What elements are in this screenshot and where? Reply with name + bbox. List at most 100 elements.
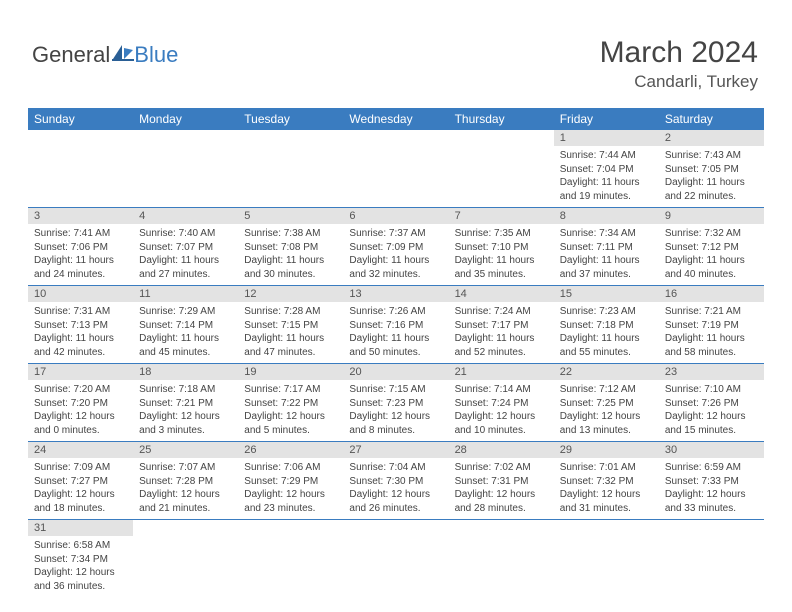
calendar-cell: [28, 130, 133, 208]
day-number: 17: [28, 364, 133, 380]
logo: General Blue: [32, 42, 178, 68]
day-number: 20: [343, 364, 448, 380]
calendar-cell: [659, 520, 764, 598]
day-details: Sunrise: 7:29 AMSunset: 7:14 PMDaylight:…: [133, 302, 238, 363]
day-details: Sunrise: 7:07 AMSunset: 7:28 PMDaylight:…: [133, 458, 238, 519]
calendar-row: 3Sunrise: 7:41 AMSunset: 7:06 PMDaylight…: [28, 208, 764, 286]
day-details: Sunrise: 7:41 AMSunset: 7:06 PMDaylight:…: [28, 224, 133, 285]
day-number: 25: [133, 442, 238, 458]
calendar-cell: 31Sunrise: 6:58 AMSunset: 7:34 PMDayligh…: [28, 520, 133, 598]
day-details: Sunrise: 7:17 AMSunset: 7:22 PMDaylight:…: [238, 380, 343, 441]
calendar-cell: 1Sunrise: 7:44 AMSunset: 7:04 PMDaylight…: [554, 130, 659, 208]
calendar-cell: 17Sunrise: 7:20 AMSunset: 7:20 PMDayligh…: [28, 364, 133, 442]
calendar-cell: 16Sunrise: 7:21 AMSunset: 7:19 PMDayligh…: [659, 286, 764, 364]
day-number: 5: [238, 208, 343, 224]
calendar-cell: 11Sunrise: 7:29 AMSunset: 7:14 PMDayligh…: [133, 286, 238, 364]
calendar-cell: [238, 520, 343, 598]
calendar-cell: 6Sunrise: 7:37 AMSunset: 7:09 PMDaylight…: [343, 208, 448, 286]
calendar-cell: 7Sunrise: 7:35 AMSunset: 7:10 PMDaylight…: [449, 208, 554, 286]
weekday-header-row: Sunday Monday Tuesday Wednesday Thursday…: [28, 108, 764, 130]
calendar-cell: 25Sunrise: 7:07 AMSunset: 7:28 PMDayligh…: [133, 442, 238, 520]
day-number: 26: [238, 442, 343, 458]
day-details: Sunrise: 7:02 AMSunset: 7:31 PMDaylight:…: [449, 458, 554, 519]
day-details: Sunrise: 7:26 AMSunset: 7:16 PMDaylight:…: [343, 302, 448, 363]
day-details: Sunrise: 7:44 AMSunset: 7:04 PMDaylight:…: [554, 146, 659, 207]
day-number: 13: [343, 286, 448, 302]
day-number: 7: [449, 208, 554, 224]
location: Candarli, Turkey: [600, 72, 758, 92]
day-number: 19: [238, 364, 343, 380]
calendar-cell: [554, 520, 659, 598]
day-number: 6: [343, 208, 448, 224]
calendar-cell: 2Sunrise: 7:43 AMSunset: 7:05 PMDaylight…: [659, 130, 764, 208]
day-number: 12: [238, 286, 343, 302]
day-number: 18: [133, 364, 238, 380]
weekday-header: Saturday: [659, 108, 764, 130]
calendar-cell: 12Sunrise: 7:28 AMSunset: 7:15 PMDayligh…: [238, 286, 343, 364]
day-details: Sunrise: 7:31 AMSunset: 7:13 PMDaylight:…: [28, 302, 133, 363]
day-details: Sunrise: 7:35 AMSunset: 7:10 PMDaylight:…: [449, 224, 554, 285]
calendar-table: Sunday Monday Tuesday Wednesday Thursday…: [28, 108, 764, 597]
calendar-cell: [449, 520, 554, 598]
calendar-cell: 3Sunrise: 7:41 AMSunset: 7:06 PMDaylight…: [28, 208, 133, 286]
calendar-cell: 20Sunrise: 7:15 AMSunset: 7:23 PMDayligh…: [343, 364, 448, 442]
weekday-header: Friday: [554, 108, 659, 130]
day-number: 29: [554, 442, 659, 458]
calendar-row: 24Sunrise: 7:09 AMSunset: 7:27 PMDayligh…: [28, 442, 764, 520]
day-number: 14: [449, 286, 554, 302]
day-number: 28: [449, 442, 554, 458]
day-number: 27: [343, 442, 448, 458]
day-number: 2: [659, 130, 764, 146]
day-details: Sunrise: 7:28 AMSunset: 7:15 PMDaylight:…: [238, 302, 343, 363]
calendar-cell: 10Sunrise: 7:31 AMSunset: 7:13 PMDayligh…: [28, 286, 133, 364]
weekday-header: Monday: [133, 108, 238, 130]
calendar-cell: 19Sunrise: 7:17 AMSunset: 7:22 PMDayligh…: [238, 364, 343, 442]
calendar-cell: [343, 520, 448, 598]
day-details: Sunrise: 7:20 AMSunset: 7:20 PMDaylight:…: [28, 380, 133, 441]
day-details: Sunrise: 7:04 AMSunset: 7:30 PMDaylight:…: [343, 458, 448, 519]
day-details: Sunrise: 7:43 AMSunset: 7:05 PMDaylight:…: [659, 146, 764, 207]
day-number: 31: [28, 520, 133, 536]
day-number: 4: [133, 208, 238, 224]
calendar-cell: 24Sunrise: 7:09 AMSunset: 7:27 PMDayligh…: [28, 442, 133, 520]
calendar-cell: 28Sunrise: 7:02 AMSunset: 7:31 PMDayligh…: [449, 442, 554, 520]
day-number: 3: [28, 208, 133, 224]
day-number: 16: [659, 286, 764, 302]
calendar-row: 1Sunrise: 7:44 AMSunset: 7:04 PMDaylight…: [28, 130, 764, 208]
day-details: Sunrise: 7:24 AMSunset: 7:17 PMDaylight:…: [449, 302, 554, 363]
logo-text-general: General: [32, 42, 110, 68]
calendar-cell: [238, 130, 343, 208]
calendar-cell: [449, 130, 554, 208]
calendar-cell: 9Sunrise: 7:32 AMSunset: 7:12 PMDaylight…: [659, 208, 764, 286]
day-number: 22: [554, 364, 659, 380]
weekday-header: Wednesday: [343, 108, 448, 130]
day-details: Sunrise: 7:10 AMSunset: 7:26 PMDaylight:…: [659, 380, 764, 441]
day-details: Sunrise: 7:09 AMSunset: 7:27 PMDaylight:…: [28, 458, 133, 519]
day-details: Sunrise: 7:01 AMSunset: 7:32 PMDaylight:…: [554, 458, 659, 519]
calendar-cell: 21Sunrise: 7:14 AMSunset: 7:24 PMDayligh…: [449, 364, 554, 442]
day-number: 8: [554, 208, 659, 224]
day-details: Sunrise: 6:58 AMSunset: 7:34 PMDaylight:…: [28, 536, 133, 597]
header: March 2024 Candarli, Turkey: [600, 36, 758, 92]
day-details: Sunrise: 7:14 AMSunset: 7:24 PMDaylight:…: [449, 380, 554, 441]
calendar-cell: 13Sunrise: 7:26 AMSunset: 7:16 PMDayligh…: [343, 286, 448, 364]
day-number: 10: [28, 286, 133, 302]
calendar-cell: [133, 520, 238, 598]
day-number: 15: [554, 286, 659, 302]
day-details: Sunrise: 7:38 AMSunset: 7:08 PMDaylight:…: [238, 224, 343, 285]
calendar-cell: 29Sunrise: 7:01 AMSunset: 7:32 PMDayligh…: [554, 442, 659, 520]
day-details: Sunrise: 7:32 AMSunset: 7:12 PMDaylight:…: [659, 224, 764, 285]
calendar-cell: 5Sunrise: 7:38 AMSunset: 7:08 PMDaylight…: [238, 208, 343, 286]
weekday-header: Tuesday: [238, 108, 343, 130]
calendar-cell: 18Sunrise: 7:18 AMSunset: 7:21 PMDayligh…: [133, 364, 238, 442]
day-number: 30: [659, 442, 764, 458]
calendar-cell: 30Sunrise: 6:59 AMSunset: 7:33 PMDayligh…: [659, 442, 764, 520]
day-details: Sunrise: 7:34 AMSunset: 7:11 PMDaylight:…: [554, 224, 659, 285]
day-details: Sunrise: 7:21 AMSunset: 7:19 PMDaylight:…: [659, 302, 764, 363]
day-details: Sunrise: 7:40 AMSunset: 7:07 PMDaylight:…: [133, 224, 238, 285]
calendar-cell: 23Sunrise: 7:10 AMSunset: 7:26 PMDayligh…: [659, 364, 764, 442]
calendar-cell: 14Sunrise: 7:24 AMSunset: 7:17 PMDayligh…: [449, 286, 554, 364]
month-title: March 2024: [600, 36, 758, 70]
calendar-row: 10Sunrise: 7:31 AMSunset: 7:13 PMDayligh…: [28, 286, 764, 364]
calendar-cell: 22Sunrise: 7:12 AMSunset: 7:25 PMDayligh…: [554, 364, 659, 442]
